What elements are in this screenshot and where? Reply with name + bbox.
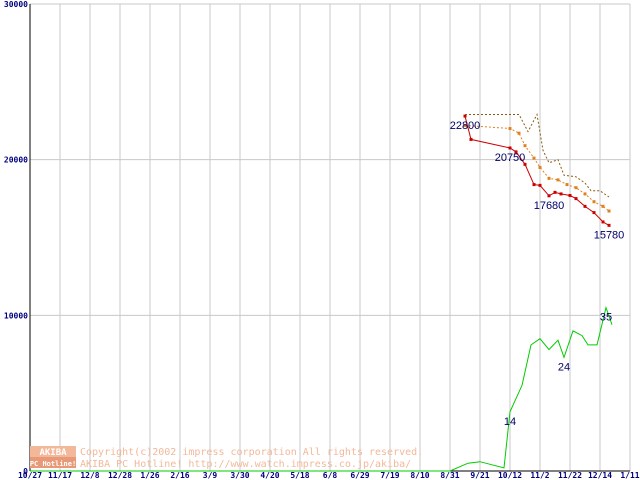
chart-grid: [29, 3, 631, 472]
series-point-2: [538, 165, 542, 169]
series-point-1: [553, 190, 557, 194]
series-line-1: [464, 115, 610, 226]
y-tick-label: 20000: [4, 156, 28, 165]
watermark: AKIBA PC Hotline! Copyright(c)2002 impre…: [30, 446, 423, 470]
series-point-1: [532, 183, 536, 187]
series-point-2: [547, 176, 551, 180]
series-point-1: [514, 150, 518, 154]
series-point-2: [565, 183, 569, 187]
series-point-2: [556, 178, 560, 182]
series-point-2: [463, 123, 467, 127]
watermark-line-1: Copyright(c)2002 impress corporation All…: [80, 447, 423, 458]
x-tick-label: 12/14: [588, 471, 612, 480]
data-label: 35: [600, 312, 612, 324]
x-tick-label: 7/19: [380, 471, 399, 480]
series-point-2: [523, 144, 527, 148]
chart-data-labels: 22800 20750 17680 15780 14 24 35: [450, 120, 625, 428]
series-point-1: [574, 197, 578, 201]
series-point-1: [601, 220, 605, 224]
axis-tick-labels: 10/27 11/17 12/8 12/28 1/26 2/16 3/9 3/30 4/20 5/…: [4, 0, 640, 480]
x-tick-label: 2/16: [170, 471, 189, 480]
series-point-1: [469, 137, 473, 141]
series-point-1: [607, 223, 611, 227]
series-point-2: [601, 204, 605, 208]
data-label: 22800: [450, 120, 481, 132]
series-point-2: [592, 200, 596, 204]
x-tick-label: 1/11: [620, 471, 639, 480]
series-point-2: [508, 127, 512, 131]
series-line-2: [464, 124, 610, 212]
x-tick-label: 1/26: [140, 471, 159, 480]
x-tick-label: 12/28: [108, 471, 132, 480]
watermark-line-2: AKIBA PC Hotline! http://www.watch.impre…: [80, 459, 411, 470]
x-tick-label: 5/18: [290, 471, 309, 480]
x-tick-label: 8/10: [410, 471, 429, 480]
x-tick-label: 11/17: [48, 471, 72, 480]
series-point-1: [463, 114, 467, 118]
x-tick-label: 11/2: [530, 471, 549, 480]
x-tick-label: 11/22: [558, 471, 582, 480]
data-label: 15780: [594, 229, 625, 241]
series-point-2: [583, 192, 587, 196]
series-point-1: [583, 204, 587, 208]
series-point-2: [532, 156, 536, 160]
series-point-2: [517, 131, 521, 135]
x-tick-label: 3/30: [230, 471, 249, 480]
series-point-1: [559, 192, 563, 196]
series-point-1: [538, 183, 542, 187]
x-tick-label: 4/20: [260, 471, 279, 480]
series-point-1: [547, 194, 551, 198]
x-tick-label: 10/12: [498, 471, 522, 480]
data-label: 17680: [534, 200, 565, 212]
series-line-3: [465, 112, 610, 198]
series-point-1: [568, 193, 572, 197]
chart-series: [30, 112, 613, 472]
series-point-2: [607, 209, 611, 213]
x-tick-label: 6/8: [323, 471, 338, 480]
logo-bottom: PC Hotline!: [30, 460, 76, 468]
logo-top: AKIBA: [39, 448, 67, 458]
data-label: 14: [504, 416, 516, 428]
data-label: 24: [558, 361, 570, 373]
series-line-4: [30, 305, 613, 472]
series-point-2: [574, 186, 578, 190]
data-label: 20750: [495, 152, 526, 164]
series-point-1: [508, 146, 512, 150]
y-tick-label: 0: [23, 467, 28, 476]
logo-bottom-bg: [30, 457, 76, 468]
x-tick-label: 12/8: [80, 471, 99, 480]
y-tick-label: 10000: [4, 311, 28, 320]
y-tick-label: 30000: [4, 0, 28, 9]
series-point-1: [592, 211, 596, 215]
x-tick-label: 9/21: [470, 471, 489, 480]
x-tick-label: 6/29: [350, 471, 369, 480]
x-tick-label: 3/9: [203, 471, 218, 480]
x-tick-label: 10/27: [18, 471, 42, 480]
x-tick-label: 8/31: [440, 471, 459, 480]
series-point-1: [523, 162, 527, 166]
logo-top-bg: [30, 446, 76, 457]
